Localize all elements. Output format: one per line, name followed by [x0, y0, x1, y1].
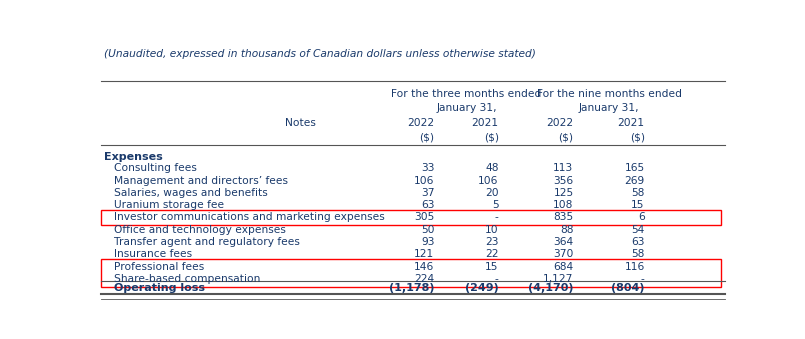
Text: ($): ($): [419, 132, 435, 142]
Text: 1,127: 1,127: [543, 274, 573, 284]
Text: 2022: 2022: [407, 118, 435, 128]
Text: 269: 269: [625, 176, 645, 186]
Text: 2022: 2022: [547, 118, 573, 128]
Text: -: -: [495, 213, 498, 222]
Text: 20: 20: [485, 188, 498, 198]
Text: 33: 33: [421, 163, 435, 173]
Text: 106: 106: [478, 176, 498, 186]
Text: 835: 835: [553, 213, 573, 222]
Text: 106: 106: [414, 176, 435, 186]
Text: (804): (804): [611, 283, 645, 293]
Text: 15: 15: [485, 261, 498, 272]
Text: Transfer agent and regulatory fees: Transfer agent and regulatory fees: [114, 237, 300, 247]
Text: -: -: [641, 274, 645, 284]
Text: Operating loss: Operating loss: [114, 283, 205, 293]
Text: 6: 6: [638, 213, 645, 222]
Text: For the nine months ended: For the nine months ended: [537, 89, 682, 99]
Text: 54: 54: [631, 225, 645, 235]
Text: 165: 165: [625, 163, 645, 173]
Text: 684: 684: [553, 261, 573, 272]
Text: 364: 364: [553, 237, 573, 247]
Text: 2021: 2021: [617, 118, 645, 128]
Text: 58: 58: [631, 249, 645, 259]
Text: 93: 93: [421, 237, 435, 247]
Text: 370: 370: [553, 249, 573, 259]
Text: 356: 356: [553, 176, 573, 186]
Text: January 31,: January 31,: [579, 103, 639, 113]
Text: Expenses: Expenses: [104, 153, 163, 162]
Text: 125: 125: [553, 188, 573, 198]
Text: (249): (249): [465, 283, 498, 293]
Text: (4,170): (4,170): [528, 283, 573, 293]
Text: 63: 63: [631, 237, 645, 247]
Text: 121: 121: [414, 249, 435, 259]
Text: -: -: [495, 274, 498, 284]
Text: 88: 88: [560, 225, 573, 235]
Text: 37: 37: [421, 188, 435, 198]
Text: Professional fees: Professional fees: [114, 261, 204, 272]
Text: 15: 15: [631, 200, 645, 210]
Text: Share-based compensation: Share-based compensation: [114, 274, 261, 284]
Bar: [101, 259, 721, 287]
Text: Insurance fees: Insurance fees: [114, 249, 192, 259]
Text: 48: 48: [485, 163, 498, 173]
Text: 116: 116: [625, 261, 645, 272]
Text: 10: 10: [485, 225, 498, 235]
Text: ($): ($): [559, 132, 573, 142]
Text: Uranium storage fee: Uranium storage fee: [114, 200, 225, 210]
Text: ($): ($): [484, 132, 498, 142]
Text: 50: 50: [421, 225, 435, 235]
Text: 2021: 2021: [472, 118, 498, 128]
Text: (Unaudited, expressed in thousands of Canadian dollars unless otherwise stated): (Unaudited, expressed in thousands of Ca…: [104, 48, 535, 59]
Text: 224: 224: [414, 274, 435, 284]
Text: 113: 113: [553, 163, 573, 173]
Text: For the three months ended: For the three months ended: [391, 89, 542, 99]
Text: Notes: Notes: [285, 118, 316, 128]
Text: Salaries, wages and benefits: Salaries, wages and benefits: [114, 188, 268, 198]
Text: Investor communications and marketing expenses: Investor communications and marketing ex…: [114, 213, 385, 222]
Text: 63: 63: [421, 200, 435, 210]
Text: Office and technology expenses: Office and technology expenses: [114, 225, 287, 235]
Text: Management and directors’ fees: Management and directors’ fees: [114, 176, 288, 186]
Text: 305: 305: [414, 213, 435, 222]
Text: ($): ($): [630, 132, 645, 142]
Text: 23: 23: [485, 237, 498, 247]
Text: 146: 146: [414, 261, 435, 272]
Text: (1,178): (1,178): [389, 283, 435, 293]
Text: 108: 108: [553, 200, 573, 210]
Text: 58: 58: [631, 188, 645, 198]
Text: 22: 22: [485, 249, 498, 259]
Text: Consulting fees: Consulting fees: [114, 163, 197, 173]
Text: January 31,: January 31,: [436, 103, 497, 113]
Bar: [101, 210, 721, 225]
Text: 5: 5: [492, 200, 498, 210]
